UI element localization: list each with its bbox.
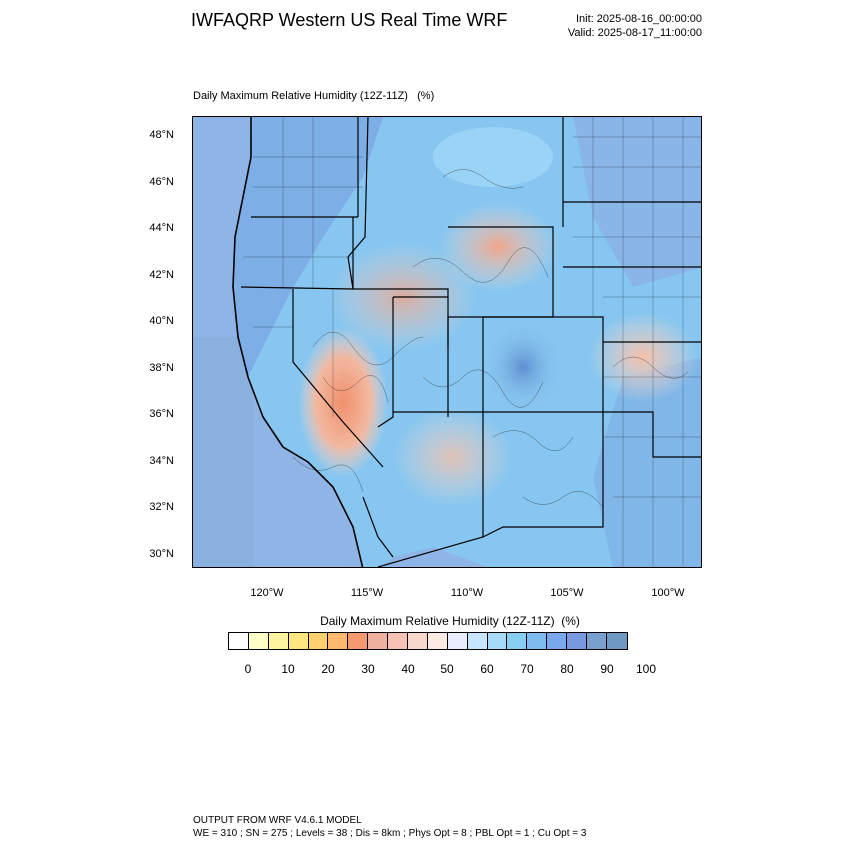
colorbar-swatch <box>368 633 389 649</box>
colorbar-label: 0 <box>244 662 252 676</box>
colorbar-swatch <box>507 633 528 649</box>
colorbar-label: 20 <box>321 662 335 676</box>
colorbar-swatch <box>487 633 508 649</box>
lat-label-38: 38°N <box>149 362 174 374</box>
init-time: Init: 2025-08-16_00:00:00 <box>576 13 702 25</box>
lat-label-48: 48°N <box>149 129 174 141</box>
colorbar-swatch <box>467 633 488 649</box>
colorbar-swatch <box>268 633 289 649</box>
colorbar-swatch <box>408 633 428 649</box>
lat-label-42: 42°N <box>149 269 174 281</box>
model-config: WE = 310 ; SN = 275 ; Levels = 38 ; Dis … <box>193 828 587 839</box>
colorbar <box>228 632 628 650</box>
lat-label-46: 46°N <box>149 176 174 188</box>
colorbar-label: 60 <box>480 662 494 676</box>
colorbar-swatch <box>229 633 249 649</box>
lon-label-110: 110°W <box>450 587 484 599</box>
state-boundaries <box>240 117 701 567</box>
lat-label-44: 44°N <box>149 222 174 234</box>
field-subtitle: Daily Maximum Relative Humidity (12Z-11Z… <box>193 90 435 102</box>
colorbar-swatch <box>328 633 349 649</box>
lon-label-115: 115°W <box>350 587 384 599</box>
weather-map <box>192 116 702 568</box>
lon-label-100: 100°W <box>651 587 685 599</box>
colorbar-swatch <box>348 633 369 649</box>
humidity-map-canvas <box>193 117 701 567</box>
colorbar-label: 90 <box>600 662 614 676</box>
colorbar-swatch <box>606 633 627 649</box>
colorbar-title: Daily Maximum Relative Humidity (12Z-11Z… <box>320 614 580 628</box>
valid-time: Valid: 2025-08-17_11:00:00 <box>567 27 702 39</box>
map-title: IWFAQRP Western US Real Time WRF <box>191 10 508 30</box>
colorbar-swatch <box>547 633 568 649</box>
colorbar-label: 80 <box>560 662 574 676</box>
colorbar-swatch <box>447 633 468 649</box>
lat-label-32: 32°N <box>149 501 174 513</box>
colorbar-label: 70 <box>520 662 534 676</box>
colorbar-swatch <box>288 633 309 649</box>
colorbar-swatch <box>388 633 409 649</box>
colorbar-swatch <box>587 633 607 649</box>
colorbar-label: 100 <box>635 662 657 676</box>
lat-label-40: 40°N <box>149 315 174 327</box>
lat-label-36: 36°N <box>149 408 174 420</box>
lat-label-34: 34°N <box>149 455 174 467</box>
model-info: OUTPUT FROM WRF V4.6.1 MODEL <box>193 815 362 826</box>
lon-label-105: 105°W <box>550 587 584 599</box>
colorbar-swatch <box>427 633 448 649</box>
colorbar-swatch <box>248 633 269 649</box>
colorbar-swatch <box>567 633 588 649</box>
colorbar-label: 10 <box>281 662 295 676</box>
colorbar-label: 30 <box>361 662 375 676</box>
coastline <box>232 117 364 567</box>
lat-label-30: 30°N <box>149 548 174 560</box>
colorbar-label: 40 <box>401 662 415 676</box>
colorbar-swatch <box>308 633 329 649</box>
colorbar-swatch <box>527 633 548 649</box>
lon-label-120: 120°W <box>250 587 284 599</box>
colorbar-label: 50 <box>440 662 454 676</box>
